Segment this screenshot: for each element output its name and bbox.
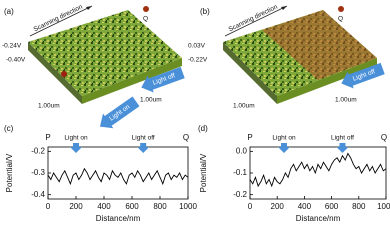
axis-length: 1.00um bbox=[233, 103, 255, 110]
scale-max: -0.24V bbox=[2, 43, 22, 50]
light-arrow: Light off bbox=[341, 62, 385, 89]
annotation-arrow bbox=[278, 143, 290, 153]
annotation-arrow bbox=[336, 143, 349, 153]
y-tick-label: -0.1 bbox=[233, 168, 247, 177]
y-axis-label: Potential/V bbox=[5, 153, 14, 192]
scan-arrowhead bbox=[86, 6, 92, 10]
x-tick-label: 1000 bbox=[179, 202, 197, 211]
start-label: P bbox=[247, 133, 252, 142]
x-tick-label: 0 bbox=[46, 202, 51, 211]
axis-length: 1.00um bbox=[38, 103, 60, 110]
y-axis-label: Potential/V bbox=[199, 153, 208, 192]
y-tick-label: 0.0 bbox=[236, 146, 248, 155]
scan-arrowhead bbox=[281, 6, 287, 10]
scan-arrow bbox=[29, 5, 93, 37]
x-tick-label: 1000 bbox=[377, 202, 390, 211]
annotation-arrow bbox=[137, 143, 150, 153]
y-tick-label: -0.2 bbox=[233, 190, 247, 199]
x-tick-label: 0 bbox=[248, 202, 253, 211]
x-tick-label: 200 bbox=[69, 202, 83, 211]
end-label: Q bbox=[183, 133, 189, 142]
axis-length: 1.00um bbox=[140, 97, 162, 104]
data-line bbox=[249, 152, 387, 188]
y-tick-label: -0.4 bbox=[31, 190, 45, 199]
annotation: Light on bbox=[64, 135, 88, 142]
x-tick-label: 400 bbox=[298, 202, 312, 211]
corner-label: Q bbox=[338, 16, 343, 23]
plot-frame bbox=[249, 146, 387, 200]
plot-frame bbox=[47, 146, 189, 200]
light-arrow: Light on bbox=[99, 96, 140, 129]
panel-label: (c) bbox=[4, 124, 14, 133]
scan-arrow bbox=[224, 5, 288, 37]
x-tick-label: 200 bbox=[271, 202, 285, 211]
x-tick-label: 600 bbox=[325, 202, 339, 211]
x-axis-label: Distance/nm bbox=[96, 214, 141, 223]
x-tick-label: 800 bbox=[153, 202, 167, 211]
start-label: P bbox=[45, 133, 50, 142]
scale-min: -0.22V bbox=[188, 57, 208, 64]
light-arrow: Light off bbox=[141, 66, 185, 93]
annotation: Light off bbox=[331, 135, 354, 142]
y-tick-label: -0.3 bbox=[31, 168, 45, 177]
annotation-arrow bbox=[70, 143, 82, 153]
axis-length: 1.00um bbox=[335, 97, 357, 104]
panel-label: (b) bbox=[200, 7, 210, 16]
annotation: Light on bbox=[272, 135, 296, 142]
x-tick-label: 600 bbox=[125, 202, 139, 211]
x-axis-label: Distance/nm bbox=[296, 214, 341, 223]
surface-b bbox=[223, 6, 377, 104]
x-tick-label: 800 bbox=[352, 202, 366, 211]
data-line bbox=[47, 167, 189, 186]
corner-label: Q bbox=[143, 16, 148, 23]
scale-max: 0.03V bbox=[188, 43, 206, 50]
scale-min: -0.40V bbox=[6, 57, 26, 64]
surface-a bbox=[28, 6, 182, 104]
annotation: Light off bbox=[132, 135, 155, 142]
y-tick-label: -0.2 bbox=[31, 146, 45, 155]
end-label: Q bbox=[381, 133, 387, 142]
panel-label: (a) bbox=[4, 7, 14, 16]
x-tick-label: 400 bbox=[97, 202, 111, 211]
panel-label: (d) bbox=[198, 124, 208, 133]
